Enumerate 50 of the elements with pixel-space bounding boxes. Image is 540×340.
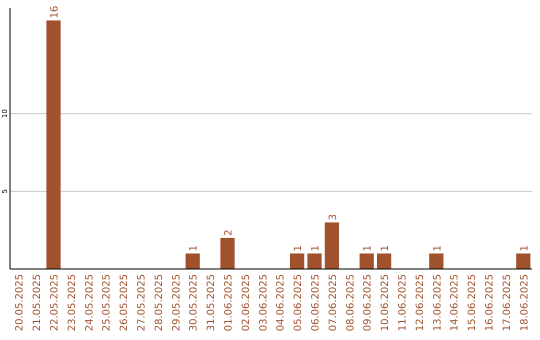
x-tick-label: 27.05.2025	[136, 274, 148, 332]
bar	[307, 253, 322, 269]
x-tick-label: 20.05.2025	[14, 274, 26, 332]
x-tick-label: 05.06.2025	[293, 274, 304, 332]
data-label: 1	[293, 245, 304, 252]
data-label: 1	[310, 245, 322, 252]
x-tick-label: 26.05.2025	[119, 274, 130, 332]
x-tick-label: 18.06.2025	[519, 274, 530, 332]
bar	[324, 222, 340, 269]
bar	[186, 253, 200, 269]
x-tick-label: 14.06.2025	[450, 274, 461, 332]
x-tick-label: 08.06.2025	[345, 274, 356, 332]
x-tick-label: 12.06.2025	[414, 274, 426, 332]
data-label: 1	[519, 245, 530, 252]
bar	[360, 253, 374, 269]
x-tick-label: 02.06.2025	[240, 274, 252, 332]
bar	[290, 253, 304, 269]
x-tick-label: 03.06.2025	[258, 274, 270, 332]
x-tick-label: 06.06.2025	[310, 274, 322, 332]
data-label: 2	[224, 230, 234, 236]
data-label: 1	[432, 245, 444, 252]
x-tick-label: 24.05.2025	[84, 274, 96, 332]
x-tick-label: 04.06.2025	[276, 274, 287, 332]
x-tick-label: 28.05.2025	[154, 274, 165, 332]
x-tick-label: 29.05.2025	[171, 274, 182, 332]
bar	[429, 253, 444, 269]
bar	[220, 238, 235, 269]
data-label: 1	[362, 245, 374, 252]
x-tick-label: 16.06.2025	[484, 274, 496, 332]
x-tick-label: 13.06.2025	[432, 274, 444, 332]
x-tick-label: 17.06.2025	[502, 274, 513, 332]
x-tick-label: 22.05.2025	[50, 274, 60, 332]
bar	[516, 253, 530, 269]
data-label: 3	[328, 214, 339, 220]
data-label: 16	[50, 6, 60, 18]
x-tick-label: 23.05.2025	[66, 274, 78, 332]
x-tick-label: 31.05.2025	[206, 274, 218, 332]
data-label: 1	[188, 245, 200, 252]
x-tick-label: 07.06.2025	[328, 274, 339, 332]
data-label: 1	[380, 245, 392, 252]
bar	[46, 20, 61, 269]
x-tick-label: 15.06.2025	[467, 274, 478, 332]
x-tick-label: 01.06.2025	[224, 274, 234, 332]
x-tick-label: 09.06.2025	[362, 274, 374, 332]
bar	[376, 253, 392, 269]
x-tick-label: 30.05.2025	[188, 274, 200, 332]
x-tick-label: 10.06.2025	[380, 274, 392, 332]
x-tick-label: 21.05.2025	[32, 274, 44, 332]
x-tick-label: 11.06.2025	[398, 274, 408, 332]
x-tick-label: 25.05.2025	[102, 274, 113, 332]
